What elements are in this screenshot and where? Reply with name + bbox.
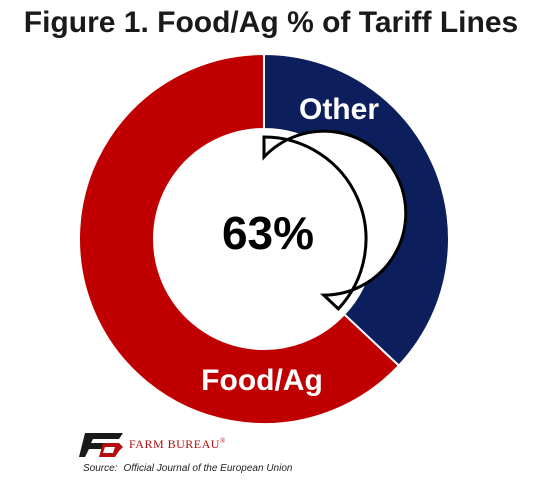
- farm-bureau-logo: FARM BUREAU®: [79, 431, 226, 457]
- farm-bureau-wordmark: FARM BUREAU®: [129, 436, 226, 451]
- farm-bureau-logo-icon: [79, 433, 123, 457]
- source-note: Source: Official Journal of the European …: [83, 463, 292, 474]
- center-percent-label: 63%: [222, 207, 314, 259]
- slice-label-food-ag: Food/Ag: [201, 364, 323, 397]
- source-label: Source:: [83, 463, 118, 474]
- center-hole: [262, 129, 408, 311]
- source-text: Official Journal of the European Union: [123, 463, 293, 474]
- slice-food-ag: [78, 52, 401, 425]
- slice-label-other: Other: [299, 93, 379, 126]
- chart-title: Figure 1. Food/Ag % of Tariff Lines: [23, 6, 519, 39]
